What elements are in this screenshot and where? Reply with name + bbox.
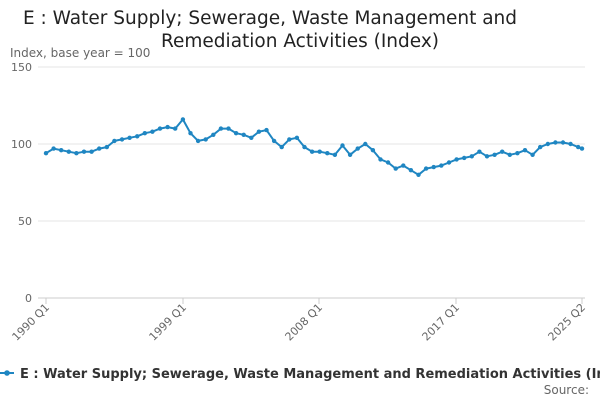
data-point-63[interactable] [522,148,528,153]
data-point-42[interactable] [363,141,368,147]
source-label: Source: [544,383,589,397]
x-tick-label-2025q2: 2025 Q2 [546,301,589,344]
data-point-15[interactable] [157,126,163,131]
x-tick-label-1999q1: 1999 Q1 [147,301,190,344]
data-point-71[interactable] [579,146,585,151]
data-point-70[interactable] [576,144,581,150]
gridlines [38,66,585,299]
data-point-67[interactable] [553,140,558,145]
x-tick-label-2017q1: 2017 Q1 [420,301,463,344]
data-point-9[interactable] [112,138,117,144]
data-point-24[interactable] [226,126,231,131]
y-tick-50: 50 [18,215,32,228]
data-point-1[interactable] [51,146,56,151]
data-point-46[interactable] [393,166,398,171]
data-point-30[interactable] [271,138,277,144]
data-point-37[interactable] [325,151,330,156]
data-point-11[interactable] [127,135,132,140]
data-point-65[interactable] [538,144,543,150]
data-point-45[interactable] [385,160,391,165]
data-point-23[interactable] [218,126,224,131]
x-tick-label-2008q1: 2008 Q1 [283,301,326,344]
data-point-49[interactable] [416,172,421,177]
data-point-52[interactable] [439,163,444,168]
data-point-54[interactable] [454,157,459,162]
data-point-35[interactable] [309,149,315,154]
data-point-44[interactable] [378,157,383,162]
data-point-43[interactable] [370,148,376,153]
data-point-4[interactable] [74,151,79,156]
data-point-62[interactable] [515,151,520,156]
data-point-32[interactable] [287,137,292,142]
data-point-29[interactable] [264,127,269,133]
chart-title-line-2: Remediation Activities (Index) [161,31,439,52]
data-point-68[interactable] [560,140,566,145]
data-point-22[interactable] [211,132,216,137]
data-point-36[interactable] [317,149,322,154]
y-tick-150: 150 [11,61,32,74]
data-point-10[interactable] [119,137,125,142]
data-point-2[interactable] [59,148,64,153]
legend[interactable]: E : Water Supply; Sewerage, Waste Manage… [0,367,600,382]
data-point-47[interactable] [401,163,406,168]
data-point-57[interactable] [477,149,482,154]
data-point-61[interactable] [507,152,512,157]
data-point-34[interactable] [302,144,307,150]
y-tick-100: 100 [11,138,32,151]
data-point-27[interactable] [249,135,254,140]
data-point-33[interactable] [294,135,300,140]
data-point-39[interactable] [340,143,345,148]
data-point-16[interactable] [165,124,170,130]
data-point-26[interactable] [241,132,246,137]
data-point-50[interactable] [423,166,429,171]
legend-label[interactable]: E : Water Supply; Sewerage, Waste Manage… [20,367,600,382]
series-layer [43,117,585,177]
data-point-48[interactable] [408,168,414,173]
data-point-64[interactable] [530,152,535,157]
data-point-25[interactable] [233,131,239,136]
data-point-38[interactable] [332,152,338,157]
data-point-41[interactable] [355,146,360,151]
data-point-55[interactable] [462,155,467,161]
data-point-51[interactable] [431,164,436,170]
y-tick-labels: 0 50 100 150 [11,61,32,305]
data-point-8[interactable] [104,144,110,150]
data-point-31[interactable] [279,144,284,150]
data-point-66[interactable] [545,141,550,147]
y-tick-0: 0 [25,292,32,305]
data-point-60[interactable] [500,149,505,154]
data-point-18[interactable] [180,117,186,122]
data-point-20[interactable] [195,138,201,144]
series-line-0 [45,118,583,176]
data-point-40[interactable] [347,152,353,157]
data-point-3[interactable] [66,149,72,154]
chart-title-line-1: E : Water Supply; Sewerage, Waste Manage… [23,8,517,29]
data-point-69[interactable] [568,141,573,147]
data-point-7[interactable] [97,146,102,151]
data-point-56[interactable] [469,154,474,159]
data-point-12[interactable] [135,134,140,139]
data-point-14[interactable] [150,129,155,134]
x-tick-label-1990q1: 1990 Q1 [10,301,53,344]
data-point-21[interactable] [203,137,208,142]
data-point-28[interactable] [256,129,262,134]
data-point-53[interactable] [446,160,452,165]
data-point-58[interactable] [484,154,490,159]
legend-swatch-marker [4,370,10,376]
data-point-19[interactable] [188,131,193,136]
data-point-6[interactable] [89,149,94,154]
data-point-0[interactable] [43,151,49,156]
data-point-59[interactable] [492,152,497,157]
data-point-5[interactable] [81,149,87,154]
data-point-17[interactable] [173,126,178,131]
y-axis-label: Index, base year = 100 [10,46,150,60]
x-ticks: 1990 Q1 1999 Q1 2008 Q1 2017 Q1 2025 Q2 [10,298,589,344]
data-point-13[interactable] [142,131,147,136]
